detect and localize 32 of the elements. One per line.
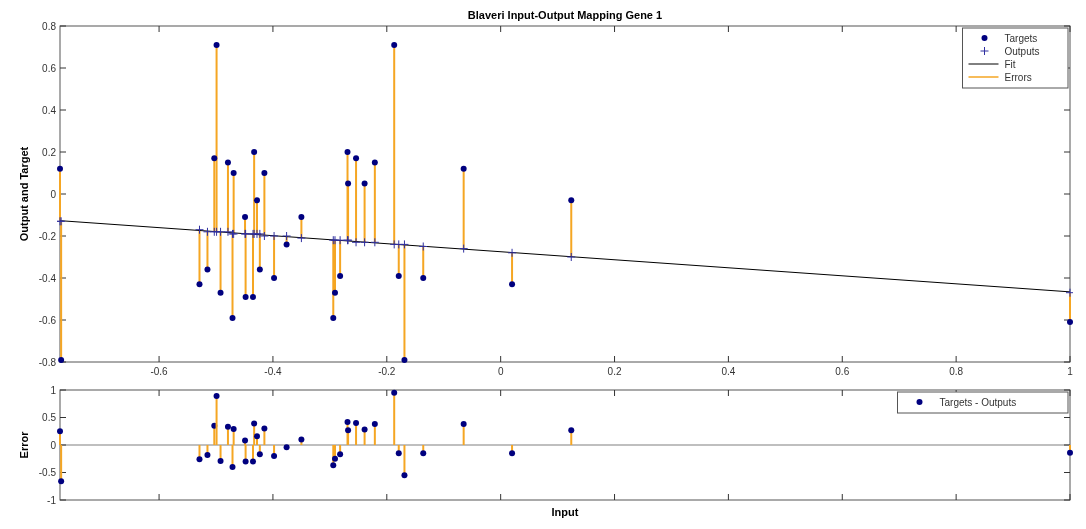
y-tick-label: -0.2 bbox=[38, 230, 57, 242]
y-tick-label: 1 bbox=[50, 384, 57, 396]
legend-label: Targets bbox=[1004, 32, 1038, 44]
y-tick-label: 0.4 bbox=[42, 104, 57, 116]
x-tick-label: -0.2 bbox=[378, 366, 396, 377]
x-tick-label: 0.4 bbox=[721, 366, 736, 377]
y-tick-label: 0 bbox=[50, 439, 57, 451]
legend-label: Fit bbox=[1004, 58, 1016, 70]
y-tick-label: -0.6 bbox=[38, 314, 57, 326]
chart-title: Blaveri Input-Output Mapping Gene 1 bbox=[467, 9, 663, 21]
y-tick-label: -0.4 bbox=[38, 272, 57, 284]
y-tick-label: 0 bbox=[50, 188, 57, 200]
y-axis-title: Error bbox=[18, 430, 30, 459]
legend-label: Errors bbox=[1004, 71, 1032, 83]
legend-label: Outputs bbox=[1004, 45, 1040, 57]
y-tick-label: 0.2 bbox=[42, 146, 57, 158]
y-tick-label: -0.8 bbox=[38, 356, 57, 368]
y-tick-label: 0.5 bbox=[42, 412, 57, 423]
legend-label: Targets - Outputs bbox=[939, 396, 1017, 408]
x-tick-label: -0.4 bbox=[264, 366, 282, 377]
x-tick-label: 0.2 bbox=[607, 366, 622, 377]
x-tick-label: 1 bbox=[1067, 366, 1074, 377]
y-tick-label: -1 bbox=[47, 494, 57, 506]
x-tick-label: 0.6 bbox=[835, 366, 850, 377]
y-axis-title: Output and Target bbox=[18, 146, 30, 242]
x-tick-label: 0 bbox=[497, 366, 504, 377]
x-tick-label: 0.8 bbox=[949, 366, 964, 377]
y-tick-label: 0.8 bbox=[42, 20, 57, 32]
y-tick-label: 0.6 bbox=[42, 62, 57, 74]
y-tick-label: -0.5 bbox=[38, 467, 57, 478]
x-axis-title: Input bbox=[551, 506, 579, 518]
x-tick-label: -0.6 bbox=[150, 366, 169, 377]
